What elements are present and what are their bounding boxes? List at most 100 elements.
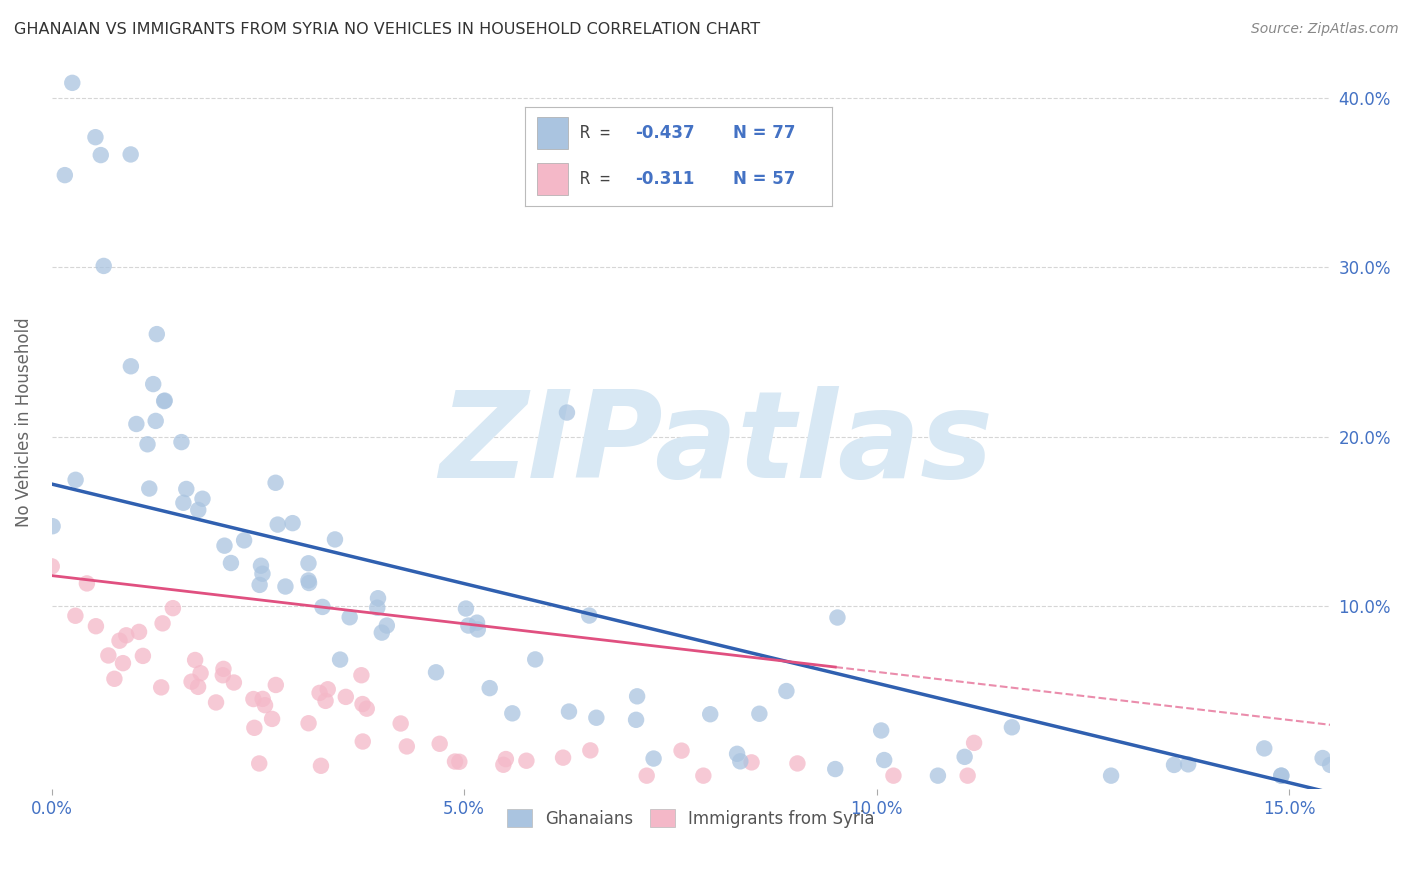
Point xyxy=(253,698,276,713)
Point xyxy=(515,754,537,768)
Point xyxy=(153,393,176,408)
Point xyxy=(247,756,270,771)
Point xyxy=(643,751,665,765)
Point xyxy=(142,377,165,392)
Point xyxy=(65,608,87,623)
Point xyxy=(524,652,547,666)
Point xyxy=(297,556,319,570)
Point xyxy=(315,694,337,708)
Point xyxy=(128,624,150,639)
Point xyxy=(90,148,112,162)
Text: ZIPatlas: ZIPatlas xyxy=(440,385,994,503)
Text: GHANAIAN VS IMMIGRANTS FROM SYRIA NO VEHICLES IN HOUSEHOLD CORRELATION CHART: GHANAIAN VS IMMIGRANTS FROM SYRIA NO VEH… xyxy=(14,22,761,37)
Point xyxy=(250,558,273,573)
Point xyxy=(190,666,212,681)
Point xyxy=(963,736,986,750)
Point xyxy=(624,713,647,727)
Point xyxy=(311,599,333,614)
Point xyxy=(84,619,107,633)
Point xyxy=(1177,757,1199,772)
Point xyxy=(335,690,357,704)
Point xyxy=(748,706,770,721)
Point xyxy=(222,675,245,690)
Point xyxy=(108,633,131,648)
Point xyxy=(371,625,394,640)
Text: Source: ZipAtlas.com: Source: ZipAtlas.com xyxy=(1251,22,1399,37)
Point xyxy=(41,559,63,574)
Point xyxy=(153,394,176,409)
Point xyxy=(298,576,321,591)
Point xyxy=(444,755,467,769)
Point xyxy=(309,759,332,773)
Point xyxy=(395,739,418,754)
Point xyxy=(115,628,138,642)
Point xyxy=(267,517,290,532)
Point xyxy=(429,737,451,751)
Point xyxy=(870,723,893,738)
Point xyxy=(170,435,193,450)
Point xyxy=(262,712,284,726)
Point xyxy=(212,662,235,676)
Point xyxy=(76,576,98,591)
Point xyxy=(367,591,389,606)
Point xyxy=(352,734,374,748)
Point xyxy=(824,762,846,776)
Point xyxy=(339,610,361,624)
Point xyxy=(1312,751,1334,765)
Point xyxy=(111,656,134,670)
Point xyxy=(425,665,447,680)
Point xyxy=(389,716,412,731)
Point xyxy=(132,648,155,663)
Point xyxy=(297,574,319,588)
Point xyxy=(264,678,287,692)
Point xyxy=(352,697,374,711)
Point xyxy=(242,692,264,706)
Point xyxy=(97,648,120,663)
Point xyxy=(579,743,602,757)
Point xyxy=(956,769,979,783)
Point xyxy=(1270,769,1292,783)
Point xyxy=(725,747,748,761)
Legend: Ghanaians, Immigrants from Syria: Ghanaians, Immigrants from Syria xyxy=(499,801,883,836)
Point xyxy=(953,749,976,764)
Point xyxy=(457,618,479,632)
Point xyxy=(636,769,658,783)
Point xyxy=(1253,741,1275,756)
Point xyxy=(1319,758,1341,772)
Point xyxy=(356,701,378,715)
Point xyxy=(60,76,83,90)
Point xyxy=(375,618,398,632)
Point xyxy=(1099,769,1122,783)
Point xyxy=(120,359,142,374)
Point xyxy=(136,437,159,451)
Point xyxy=(138,482,160,496)
Point xyxy=(316,682,339,697)
Point xyxy=(252,566,274,581)
Point xyxy=(214,539,236,553)
Point xyxy=(467,623,489,637)
Point xyxy=(297,716,319,731)
Point xyxy=(219,556,242,570)
Point xyxy=(53,168,76,182)
Point xyxy=(1163,758,1185,772)
Point xyxy=(84,130,107,145)
Point xyxy=(558,705,581,719)
Point xyxy=(329,652,352,666)
Point xyxy=(323,533,346,547)
Point xyxy=(65,473,87,487)
Point xyxy=(555,405,578,419)
Point xyxy=(699,707,721,722)
Point xyxy=(125,417,148,431)
Point xyxy=(454,601,477,615)
Point xyxy=(187,680,209,694)
Point xyxy=(249,578,271,592)
Point xyxy=(187,503,209,517)
Point xyxy=(882,769,904,783)
Point xyxy=(786,756,808,771)
Point xyxy=(741,756,763,770)
Point xyxy=(578,608,600,623)
Point xyxy=(93,259,115,273)
Point xyxy=(184,653,207,667)
Point xyxy=(243,721,266,735)
Point xyxy=(264,475,287,490)
